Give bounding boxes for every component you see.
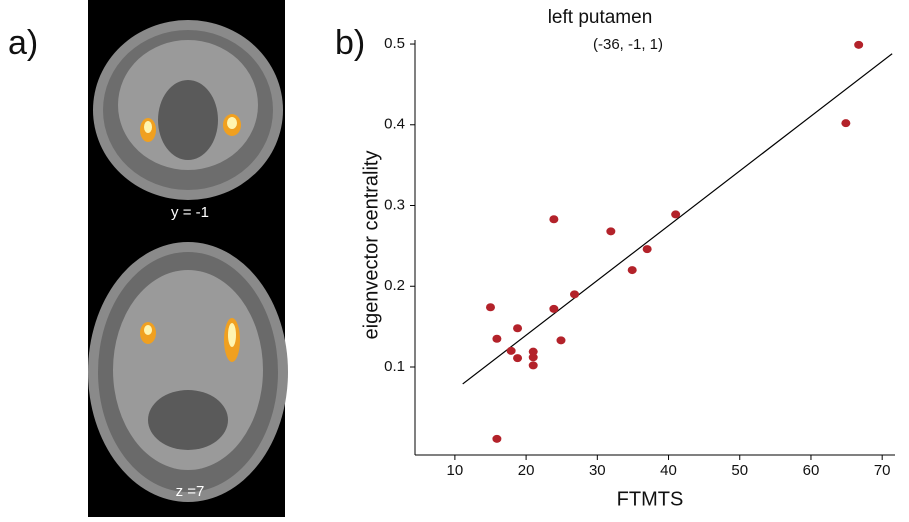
x-tick-label: 50 [731, 462, 748, 479]
axial-slice [88, 242, 288, 502]
point [671, 210, 680, 218]
figure: a) y = -1 z =7 b) left putamen (-36, -1,… [0, 0, 909, 517]
x-tick-label: 20 [518, 462, 535, 479]
point [513, 324, 522, 332]
panel-label: b) [335, 24, 365, 62]
point [492, 435, 501, 443]
chart-subtitle: (-36, -1, 1) [593, 36, 663, 53]
x-tick-label: 60 [803, 462, 820, 479]
slice-label: y = -1 [171, 204, 209, 221]
point [854, 41, 863, 49]
point [570, 290, 579, 298]
point [492, 335, 501, 343]
y-axis-label: eigenvector centrality [360, 151, 382, 340]
y-tick-label: 0.1 [384, 358, 405, 375]
y-tick-label: 0.4 [384, 116, 405, 133]
point [529, 361, 538, 369]
point [628, 266, 637, 274]
y-tick-label: 0.5 [384, 35, 405, 52]
point [549, 215, 558, 223]
panel-label: a) [8, 24, 38, 62]
y-tick-label: 0.2 [384, 277, 405, 294]
point [549, 305, 558, 313]
point [606, 227, 615, 235]
fit-line [463, 54, 892, 384]
point [841, 119, 850, 127]
chart-title: left putamen [548, 7, 653, 28]
x-tick-label: 40 [660, 462, 677, 479]
point [556, 336, 565, 344]
point [513, 354, 522, 362]
x-tick-label: 10 [447, 462, 464, 479]
x-tick-label: 30 [589, 462, 606, 479]
point [643, 245, 652, 253]
x-tick-label: 70 [874, 462, 891, 479]
y-tick-label: 0.3 [384, 196, 405, 213]
slice-label: z =7 [176, 483, 205, 500]
point [507, 347, 516, 355]
point [529, 353, 538, 361]
x-axis-label: FTMTS [617, 488, 684, 510]
point [486, 303, 495, 311]
